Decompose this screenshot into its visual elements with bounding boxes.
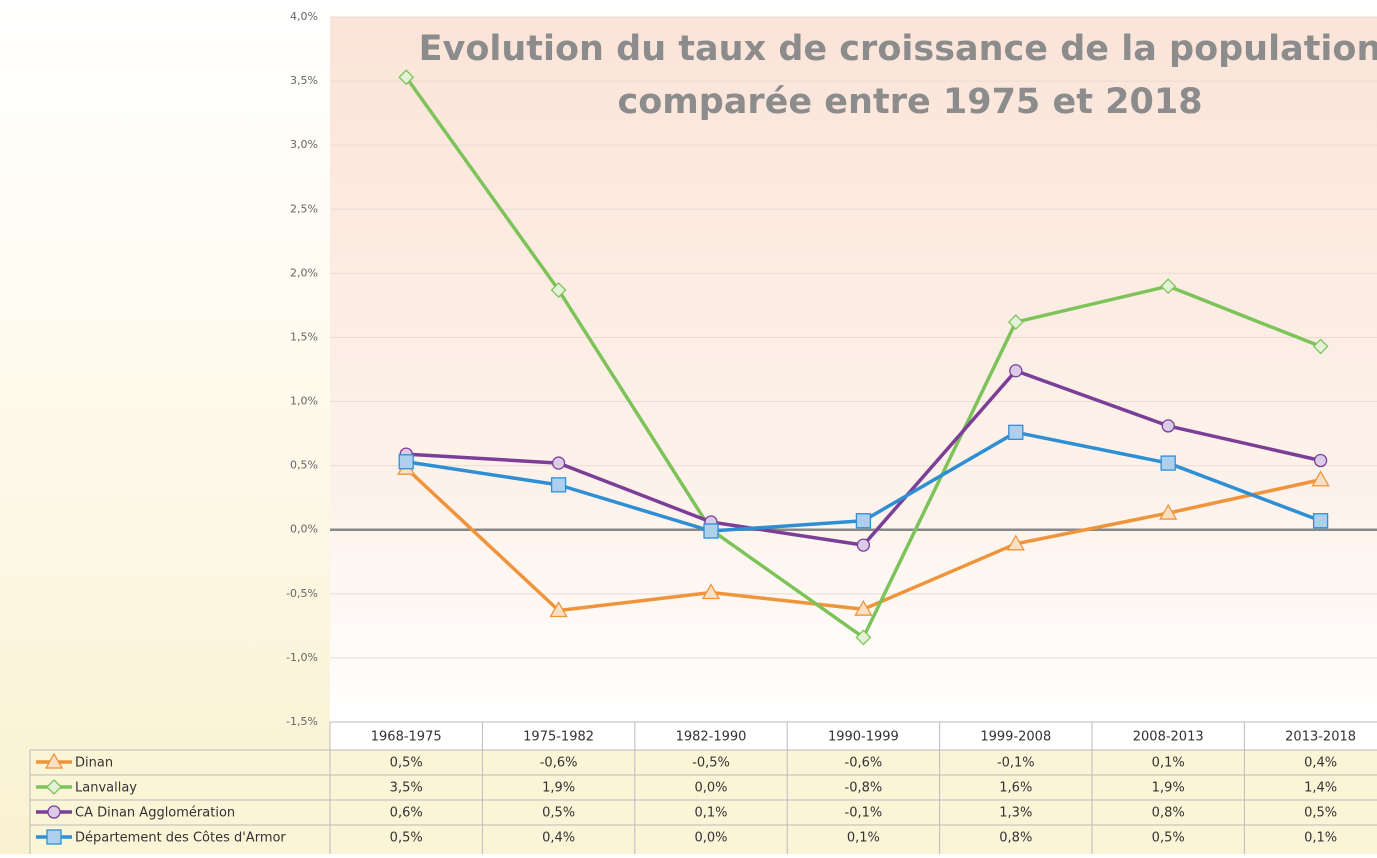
x-tick-label: 1975-1982 (523, 730, 594, 745)
x-tick-label: 1990-1999 (828, 730, 899, 745)
table-cell: 0,5% (1304, 806, 1337, 821)
table-cell: -0,6% (845, 756, 883, 771)
marker (1160, 278, 1177, 295)
marker (1006, 534, 1025, 551)
x-tick-label: 1982-1990 (676, 730, 747, 745)
table-cell: 0,6% (390, 806, 423, 821)
y-tick-label: 0,5% (290, 459, 318, 472)
table-cell: -0,5% (692, 756, 730, 771)
legend-label: Lanvallay (75, 781, 137, 796)
x-tick-label: 2008-2013 (1133, 730, 1204, 745)
table-cell: 0,5% (390, 831, 423, 846)
table-cell: 0,0% (694, 831, 727, 846)
marker (1161, 419, 1175, 433)
table-cell: -0,1% (845, 806, 883, 821)
table-cell: 3,5% (390, 781, 423, 796)
marker (1008, 424, 1024, 440)
marker (1007, 314, 1024, 330)
table-cell: -0,8% (845, 781, 883, 796)
table-cell: 0,5% (542, 806, 575, 821)
y-tick-label: -1,0% (286, 651, 318, 664)
table-cell: 0,1% (847, 831, 880, 846)
marker (1312, 338, 1329, 355)
marker (1312, 513, 1329, 529)
table-cell: 0,4% (542, 831, 575, 846)
marker (551, 456, 566, 470)
y-tick-label: 2,5% (290, 202, 318, 215)
marker (549, 601, 568, 618)
marker (1160, 455, 1176, 471)
chart-title: comparée entre 1975 et 2018 (617, 82, 1202, 122)
table-cell: 1,6% (999, 781, 1032, 796)
marker (46, 779, 62, 795)
legend-label: Dinan (75, 756, 113, 771)
table-cell: 0,1% (1152, 756, 1185, 771)
table-cell: 0,5% (1152, 831, 1185, 846)
marker (44, 752, 64, 769)
y-tick-label: 3,5% (290, 74, 318, 87)
marker (855, 513, 872, 529)
x-tick-label: 2013-2018 (1285, 730, 1356, 745)
y-tick-label: 3,0% (290, 138, 318, 151)
table-header-bg (330, 722, 1377, 750)
table-cell: 0,8% (1152, 806, 1185, 821)
table-cell: 0,5% (390, 756, 423, 771)
table-cell: 1,3% (999, 806, 1032, 821)
marker (398, 69, 415, 86)
table-cell: -0,6% (540, 756, 578, 771)
table-cell: 1,4% (1304, 781, 1337, 796)
x-tick-label: 1999-2008 (980, 730, 1051, 745)
table-cell: 0,0% (694, 781, 727, 796)
marker (47, 805, 61, 819)
chart-title: Evolution du taux de croissance de la po… (419, 29, 1377, 69)
table-bg (30, 750, 1377, 854)
marker (1009, 364, 1023, 378)
marker (1159, 503, 1178, 520)
legend-label: CA Dinan Agglomération (75, 806, 235, 821)
marker (46, 829, 62, 845)
table-cell: 0,1% (694, 806, 727, 821)
table-cell: 1,9% (542, 781, 575, 796)
y-tick-label: 4,0% (290, 10, 318, 23)
y-tick-label: 1,5% (290, 330, 318, 343)
plot-area (330, 17, 1377, 722)
marker (550, 282, 567, 298)
y-tick-label: -0,5% (286, 587, 318, 600)
table-cell: 0,4% (1304, 756, 1337, 771)
marker (1313, 453, 1328, 468)
table-cell: 0,1% (1304, 831, 1337, 846)
marker (854, 599, 873, 616)
legend-label: Département des Côtes d'Armor (75, 831, 286, 846)
marker (550, 477, 567, 493)
y-tick-label: 1,0% (290, 395, 318, 408)
y-tick-label: 2,0% (290, 266, 318, 279)
marker (1311, 470, 1330, 487)
marker (701, 583, 721, 600)
marker (398, 454, 414, 470)
table-cell: 0,8% (999, 831, 1032, 846)
marker (703, 523, 719, 539)
y-tick-label: -1,5% (286, 715, 318, 728)
marker (856, 538, 871, 552)
y-tick-label: 0,0% (290, 523, 318, 536)
table-cell: 1,9% (1152, 781, 1185, 796)
table-cell: -0,1% (997, 756, 1035, 771)
x-tick-label: 1968-1975 (371, 730, 442, 745)
marker (855, 629, 872, 646)
